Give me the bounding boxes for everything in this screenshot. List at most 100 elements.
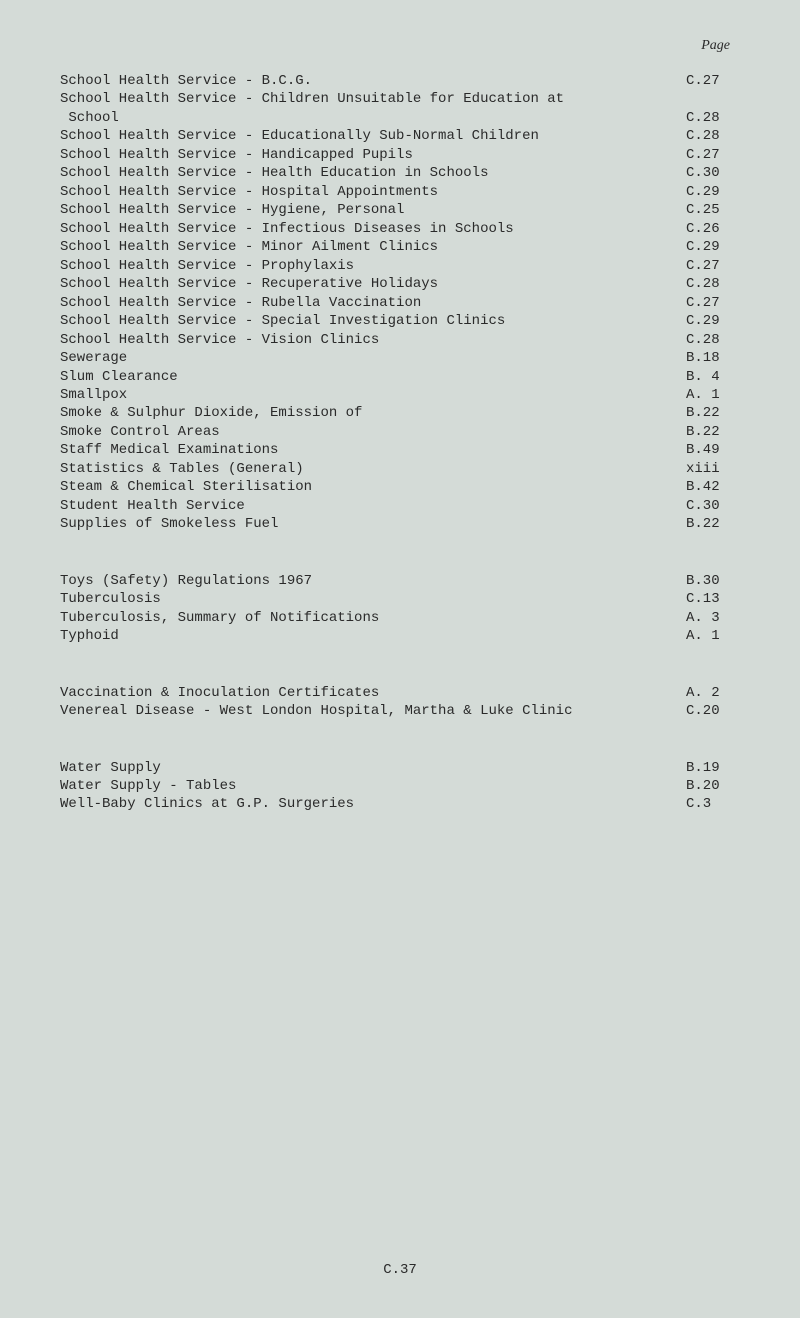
index-entry-page: C.27 (678, 294, 740, 312)
index-entry-page (678, 90, 740, 108)
index-row: Staff Medical ExaminationsB.49 (60, 441, 740, 459)
index-entry-label: Well-Baby Clinics at G.P. Surgeries (60, 795, 678, 813)
index-entry-page: C.29 (678, 183, 740, 201)
index-row: TuberculosisC.13 (60, 590, 740, 608)
index-entry-page: C.28 (678, 275, 740, 293)
index-entry-label: Water Supply - Tables (60, 777, 678, 795)
index-entry-page: B. 4 (678, 368, 740, 386)
index-row: Water Supply - TablesB.20 (60, 777, 740, 795)
index-entry-label: School Health Service - B.C.G. (60, 72, 678, 90)
index-entry-page: C.29 (678, 312, 740, 330)
index-entry-page: B.18 (678, 349, 740, 367)
index-section: Vaccination & Inoculation CertificatesA.… (60, 684, 740, 721)
index-entry-label: Supplies of Smokeless Fuel (60, 515, 678, 533)
index-entry-label: School Health Service - Recuperative Hol… (60, 275, 678, 293)
index-entry-page: C.3 (678, 795, 740, 813)
index-content: School Health Service - B.C.G.C.27School… (60, 72, 740, 814)
index-entry-label: Smoke Control Areas (60, 423, 678, 441)
index-entry-page: B.20 (678, 777, 740, 795)
index-row: School Health Service - Handicapped Pupi… (60, 146, 740, 164)
index-entry-label: School Health Service - Infectious Disea… (60, 220, 678, 238)
index-entry-page: C.13 (678, 590, 740, 608)
index-row: Vaccination & Inoculation CertificatesA.… (60, 684, 740, 702)
index-entry-label: Water Supply (60, 759, 678, 777)
index-row: Venereal Disease - West London Hospital,… (60, 702, 740, 720)
index-entry-page: C.28 (678, 331, 740, 349)
index-row: School Health Service - Recuperative Hol… (60, 275, 740, 293)
index-entry-page: C.27 (678, 257, 740, 275)
index-entry-page: A. 1 (678, 627, 740, 645)
index-section: Toys (Safety) Regulations 1967B.30Tuberc… (60, 572, 740, 646)
index-row: Water SupplyB.19 (60, 759, 740, 777)
index-row: Tuberculosis, Summary of NotificationsA.… (60, 609, 740, 627)
index-entry-page: B.49 (678, 441, 740, 459)
index-row: Smoke & Sulphur Dioxide, Emission ofB.22 (60, 404, 740, 422)
index-row: School Health Service - Hygiene, Persona… (60, 201, 740, 219)
index-section: School Health Service - B.C.G.C.27School… (60, 72, 740, 534)
index-entry-page: C.27 (678, 72, 740, 90)
index-row: School Health Service - B.C.G.C.27 (60, 72, 740, 90)
index-row: School Health Service - Minor Ailment Cl… (60, 238, 740, 256)
index-row: Well-Baby Clinics at G.P. SurgeriesC.3 (60, 795, 740, 813)
index-entry-page: B.42 (678, 478, 740, 496)
index-row: SchoolC.28 (60, 109, 740, 127)
index-row: SmallpoxA. 1 (60, 386, 740, 404)
index-entry-page: A. 3 (678, 609, 740, 627)
index-row: SewerageB.18 (60, 349, 740, 367)
index-entry-label: Venereal Disease - West London Hospital,… (60, 702, 678, 720)
index-entry-page: C.20 (678, 702, 740, 720)
index-entry-label: School Health Service - Health Education… (60, 164, 678, 182)
index-entry-label: School Health Service - Handicapped Pupi… (60, 146, 678, 164)
index-entry-label: School Health Service - Children Unsuita… (60, 90, 678, 108)
index-entry-label: School Health Service - Rubella Vaccinat… (60, 294, 678, 312)
index-row: School Health Service - Hospital Appoint… (60, 183, 740, 201)
index-row: Slum ClearanceB. 4 (60, 368, 740, 386)
index-entry-label: Student Health Service (60, 497, 678, 515)
index-row: Statistics & Tables (General)xiii (60, 460, 740, 478)
index-entry-page: C.30 (678, 497, 740, 515)
index-entry-label: Toys (Safety) Regulations 1967 (60, 572, 678, 590)
index-row: Supplies of Smokeless FuelB.22 (60, 515, 740, 533)
index-row: School Health Service - Children Unsuita… (60, 90, 740, 108)
index-entry-label: Typhoid (60, 627, 678, 645)
index-row: School Health Service - Vision ClinicsC.… (60, 331, 740, 349)
index-row: Toys (Safety) Regulations 1967B.30 (60, 572, 740, 590)
page-footer: C.37 (0, 1262, 800, 1278)
index-entry-label: School Health Service - Prophylaxis (60, 257, 678, 275)
index-entry-page: C.28 (678, 127, 740, 145)
index-row: Student Health ServiceC.30 (60, 497, 740, 515)
index-row: School Health Service - ProphylaxisC.27 (60, 257, 740, 275)
index-entry-page: C.30 (678, 164, 740, 182)
index-entry-label: School Health Service - Minor Ailment Cl… (60, 238, 678, 256)
index-entry-label: Smoke & Sulphur Dioxide, Emission of (60, 404, 678, 422)
index-row: School Health Service - Infectious Disea… (60, 220, 740, 238)
index-entry-label: School Health Service - Educationally Su… (60, 127, 678, 145)
index-entry-label: School Health Service - Hospital Appoint… (60, 183, 678, 201)
index-entry-page: C.28 (678, 109, 740, 127)
index-entry-label: Statistics & Tables (General) (60, 460, 678, 478)
index-entry-page: C.25 (678, 201, 740, 219)
index-entry-page: B.30 (678, 572, 740, 590)
index-entry-page: B.22 (678, 404, 740, 422)
index-entry-label: Tuberculosis (60, 590, 678, 608)
index-section: Water SupplyB.19Water Supply - TablesB.2… (60, 759, 740, 814)
index-entry-label: Vaccination & Inoculation Certificates (60, 684, 678, 702)
index-entry-page: C.26 (678, 220, 740, 238)
index-entry-label: Steam & Chemical Sterilisation (60, 478, 678, 496)
index-entry-label: Sewerage (60, 349, 678, 367)
index-entry-label: School Health Service - Special Investig… (60, 312, 678, 330)
index-entry-page: A. 2 (678, 684, 740, 702)
index-entry-page: A. 1 (678, 386, 740, 404)
index-entry-label: Tuberculosis, Summary of Notifications (60, 609, 678, 627)
index-entry-label: School Health Service - Hygiene, Persona… (60, 201, 678, 219)
index-row: School Health Service - Health Education… (60, 164, 740, 182)
index-row: School Health Service - Special Investig… (60, 312, 740, 330)
index-row: School Health Service - Rubella Vaccinat… (60, 294, 740, 312)
index-entry-page: B.22 (678, 423, 740, 441)
index-entry-label: School (60, 109, 678, 127)
index-entry-label: Staff Medical Examinations (60, 441, 678, 459)
index-entry-page: B.19 (678, 759, 740, 777)
index-row: TyphoidA. 1 (60, 627, 740, 645)
index-entry-page: C.27 (678, 146, 740, 164)
index-entry-label: Smallpox (60, 386, 678, 404)
